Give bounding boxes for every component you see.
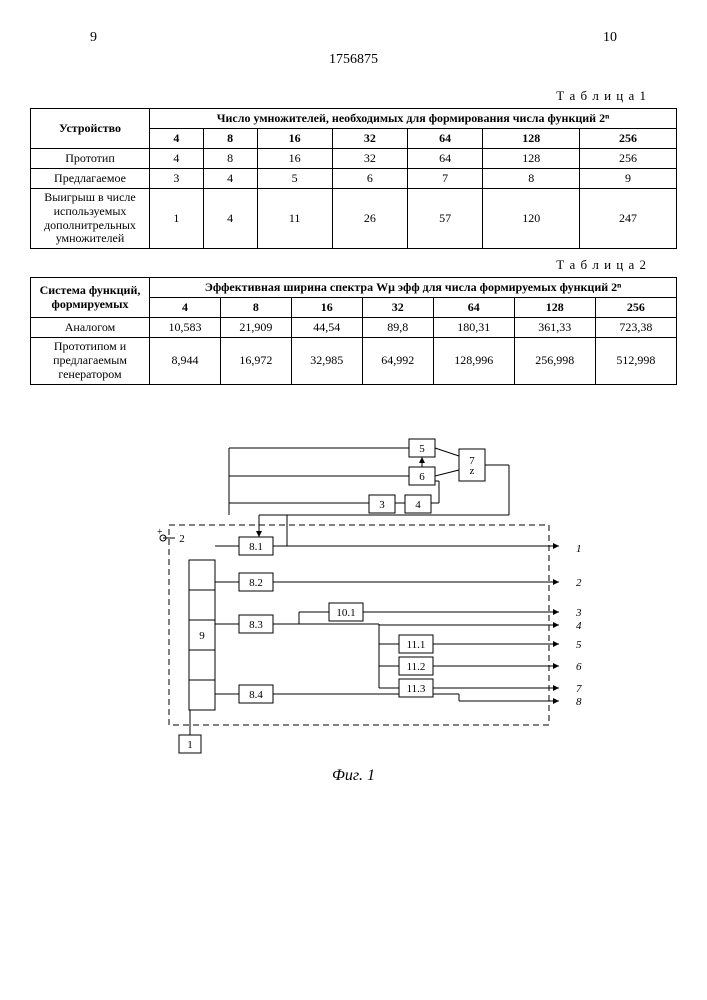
table2: Система функ­ций, формируе­мыхЭффективна… [30,277,677,384]
diagram-figure: 1298.18.28.38.410.111.111.211.334567z123… [30,425,677,785]
svg-text:8.3: 8.3 [249,619,263,631]
svg-text:11.2: 11.2 [406,661,425,673]
svg-text:z: z [469,465,474,477]
svg-text:2: 2 [576,577,582,589]
svg-text:11.1: 11.1 [406,639,425,651]
page-numbers: 9 10 [90,30,617,46]
svg-text:8.4: 8.4 [249,689,263,701]
table2-caption: Т а б л и ц а 2 [30,257,647,273]
doc-id: 1756875 [30,52,677,68]
svg-text:1: 1 [576,543,582,555]
figure-caption: Фиг. 1 [30,767,677,785]
svg-text:1: 1 [187,739,193,751]
svg-text:4: 4 [415,499,421,511]
svg-text:4: 4 [576,620,582,632]
svg-text:2: 2 [179,533,185,545]
svg-text:5: 5 [576,639,582,651]
svg-text:7: 7 [576,683,582,695]
table1: УстройствоЧисло умножителей, необходимых… [30,108,677,249]
page-left: 9 [90,30,97,46]
svg-text:8: 8 [576,696,582,708]
svg-text:6: 6 [576,661,582,673]
block-diagram: 1298.18.28.38.410.111.111.211.334567z123… [119,425,589,755]
table1-caption: Т а б л и ц а 1 [30,88,647,104]
svg-text:+: + [157,527,163,538]
svg-text:10.1: 10.1 [336,607,355,619]
svg-text:11.3: 11.3 [406,683,425,695]
svg-text:8.1: 8.1 [249,541,263,553]
svg-text:5: 5 [419,443,425,455]
svg-text:8.2: 8.2 [249,577,263,589]
svg-text:9: 9 [199,630,205,642]
svg-text:3: 3 [379,499,385,511]
svg-text:6: 6 [419,471,425,483]
svg-text:3: 3 [575,607,582,619]
page-right: 10 [603,30,617,46]
